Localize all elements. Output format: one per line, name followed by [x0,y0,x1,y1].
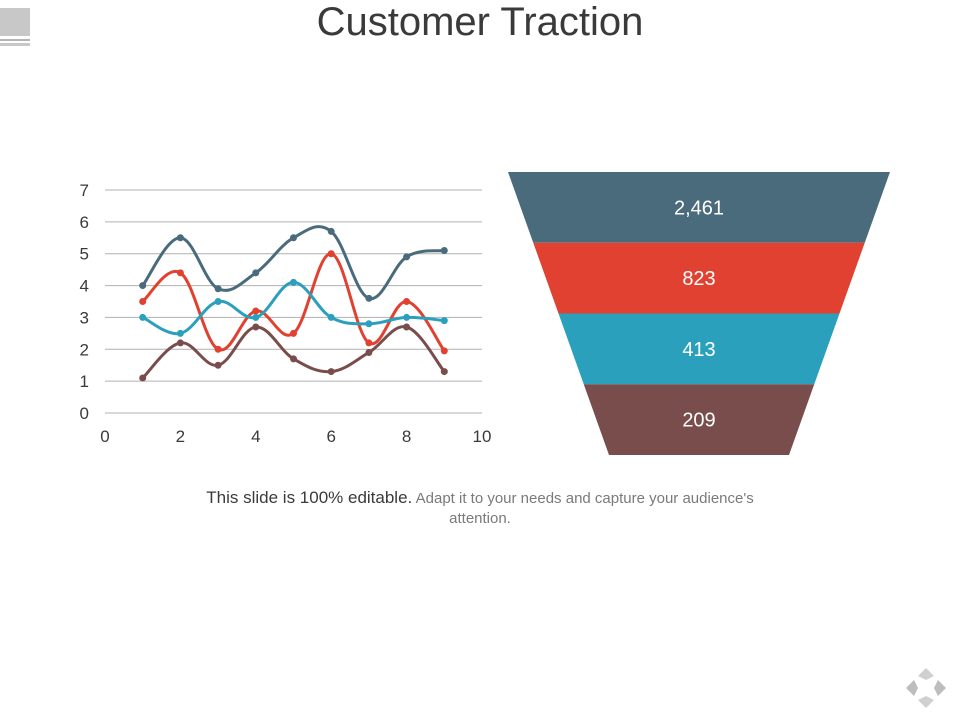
x-tick-label: 2 [176,427,185,446]
y-tick-label: 1 [80,372,89,391]
data-point [139,313,147,321]
data-point [440,317,448,325]
data-point [176,269,184,277]
data-point [290,329,297,337]
data-point [176,339,184,347]
y-tick-label: 7 [80,181,89,200]
y-tick-label: 4 [80,277,89,296]
data-point [403,323,411,331]
data-point [214,298,222,305]
funnel-segment [583,384,815,455]
data-point [327,250,335,258]
funnel-value-label: 2,461 [674,197,724,219]
funnel-value-label: 209 [682,410,715,432]
corner-line [0,39,30,41]
data-point [365,348,373,356]
data-point [403,313,411,321]
funnel-segment [508,172,890,243]
x-tick-label: 0 [100,427,109,446]
data-point [365,320,373,328]
series-line-2 [141,252,446,353]
data-point [403,253,411,261]
funnel-chart: 2,461 823 413 209 [508,172,890,455]
data-point [327,368,335,376]
y-tick-label: 3 [80,308,89,327]
data-point [327,313,335,321]
y-tick-label: 5 [80,245,89,264]
data-point [440,247,448,255]
data-point [214,285,222,293]
corner-line [0,43,30,46]
y-tick-label: 0 [80,404,89,423]
corner-block [0,8,30,36]
funnel-value-label: 823 [682,268,715,290]
x-tick-label: 4 [251,427,260,446]
x-tick-label: 8 [402,427,411,446]
data-point [139,282,147,290]
data-point [176,234,184,242]
data-point [139,298,147,305]
slide-title: Customer Traction [316,0,644,44]
brand-logo-icon [906,668,946,708]
y-tick-label: 2 [80,340,89,359]
data-point [176,329,184,337]
funnel-segment [533,242,865,314]
data-point [440,347,448,355]
corner-decoration [0,0,32,48]
data-point [214,345,222,353]
funnel-value-label: 413 [682,339,715,361]
data-point [365,294,373,302]
caption-text: Adapt it to your needs and capture your … [415,490,754,527]
x-tick-label: 6 [326,427,335,446]
data-point [440,368,448,376]
data-point [290,355,297,363]
line-chart: 0 1 2 3 4 5 6 7 0 2 4 6 8 10 [80,181,492,446]
funnel-segment [558,313,840,385]
x-tick-label: 10 [473,427,492,446]
data-point [252,313,260,321]
data-point [252,307,260,315]
data-point [403,298,411,305]
data-point [290,278,297,286]
data-point [214,361,222,369]
data-point [365,339,373,347]
caption-bold: This slide is 100% editable. [206,488,413,507]
data-point [252,323,260,331]
slide-caption: This slide is 100% editable. Adapt it to… [180,488,780,529]
y-tick-label: 6 [80,213,89,232]
data-point [139,374,147,382]
data-point [327,227,335,235]
data-point [290,234,297,242]
data-point [252,269,260,277]
